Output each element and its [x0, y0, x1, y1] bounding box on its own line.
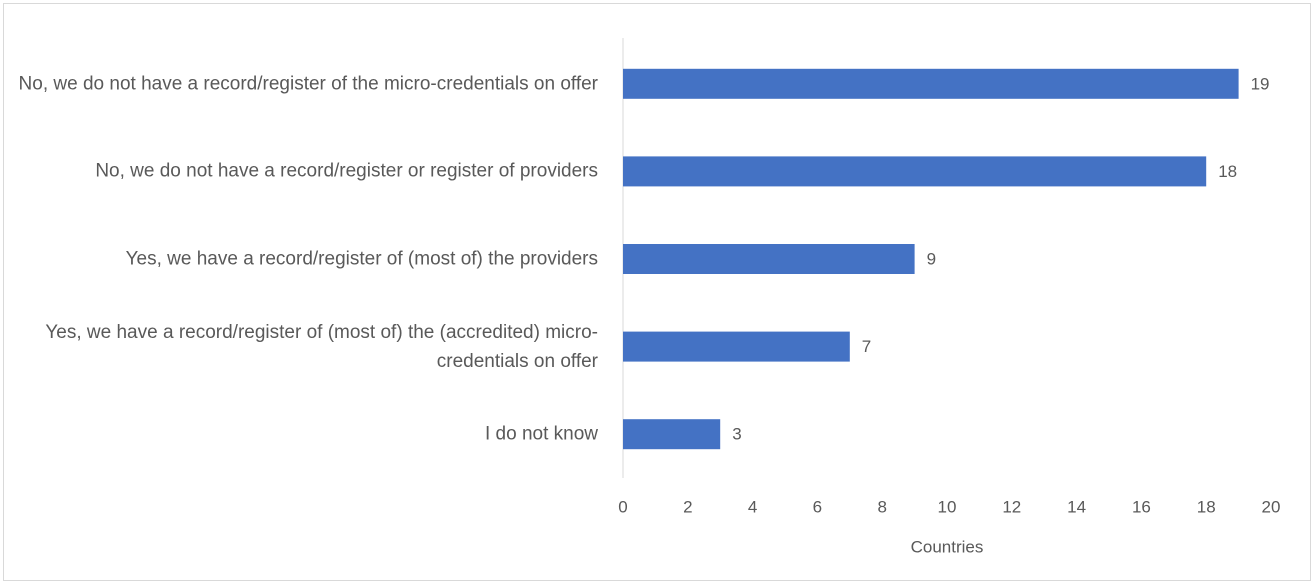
y-tick-label: No, we do not have a record/register of … [18, 73, 598, 95]
y-tick-label: Yes, we have a record/register of (most … [45, 321, 598, 372]
x-tick-label: 10 [938, 497, 957, 516]
x-tick-label: 14 [1067, 497, 1086, 516]
bar [623, 244, 915, 274]
bar [623, 419, 721, 450]
chart-border [3, 3, 1311, 581]
x-tick-label: 4 [748, 497, 757, 516]
x-tick-label: 6 [813, 497, 822, 516]
x-tick-label: 12 [1002, 497, 1021, 516]
value-label: 18 [1218, 162, 1237, 181]
x-axis-title: Countries [911, 537, 984, 556]
bar [623, 156, 1207, 187]
value-label: 3 [732, 425, 741, 444]
value-label: 9 [927, 249, 936, 268]
y-tick-label: Yes, we have a record/register of (most … [125, 248, 598, 270]
bar [623, 331, 850, 362]
bar [623, 68, 1239, 99]
x-tick-label: 18 [1197, 497, 1216, 516]
x-tick-label: 0 [618, 497, 627, 516]
value-label: 7 [862, 337, 871, 356]
y-tick-label: No, we do not have a record/register or … [95, 160, 598, 182]
x-tick-label: 8 [877, 497, 886, 516]
x-tick-label: 16 [1132, 497, 1151, 516]
x-tick-label: 2 [683, 497, 692, 516]
value-label: 19 [1251, 74, 1270, 93]
x-tick-label: 20 [1262, 497, 1281, 516]
y-tick-label: I do not know [484, 423, 598, 445]
